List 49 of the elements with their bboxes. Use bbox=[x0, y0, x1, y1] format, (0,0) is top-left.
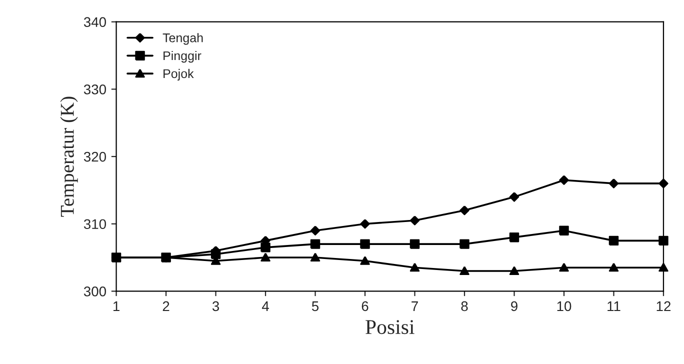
x-tick-label: 1 bbox=[113, 301, 120, 311]
point bbox=[608, 178, 619, 188]
x-tick-label: 8 bbox=[461, 301, 468, 312]
point bbox=[559, 262, 569, 272]
x-tick-label: 11 bbox=[608, 301, 620, 311]
point bbox=[509, 192, 520, 202]
point bbox=[310, 226, 320, 236]
x-tick-label: 6 bbox=[362, 301, 368, 312]
point bbox=[260, 242, 270, 252]
point bbox=[310, 239, 320, 249]
point bbox=[260, 252, 270, 262]
x-tick-label: 3 bbox=[212, 301, 220, 312]
y-tick-label: 300 bbox=[84, 286, 106, 296]
point bbox=[410, 216, 420, 226]
x-tick-label: 4 bbox=[262, 301, 269, 311]
point bbox=[360, 256, 370, 265]
x-axis-title: Posisi bbox=[366, 320, 414, 334]
point bbox=[460, 206, 470, 216]
point bbox=[410, 239, 420, 249]
y-tick-label: 340 bbox=[84, 17, 106, 28]
x-tick-label: 10 bbox=[557, 301, 572, 312]
point bbox=[360, 219, 370, 229]
point bbox=[460, 239, 470, 249]
legend-label: Pinggir bbox=[164, 50, 202, 63]
point bbox=[460, 266, 470, 276]
point bbox=[658, 236, 668, 246]
point bbox=[658, 178, 668, 188]
legend-label: Tengah bbox=[162, 33, 203, 45]
point bbox=[310, 252, 320, 262]
point bbox=[509, 266, 520, 276]
point bbox=[658, 262, 668, 272]
legend-label: Pojok bbox=[164, 68, 194, 81]
point bbox=[360, 239, 370, 249]
y-tick-label: 330 bbox=[84, 84, 106, 94]
x-tick-label: 5 bbox=[312, 301, 319, 312]
point bbox=[608, 236, 619, 246]
y-tick-label: 310 bbox=[84, 219, 106, 230]
point bbox=[509, 232, 520, 242]
point bbox=[210, 249, 221, 260]
point bbox=[559, 175, 569, 185]
point bbox=[559, 226, 569, 236]
x-tick-label: 2 bbox=[162, 301, 170, 311]
point bbox=[608, 262, 619, 272]
x-tick-label: 9 bbox=[511, 301, 518, 312]
x-tick-label: 7 bbox=[412, 301, 418, 311]
y-axis-title: Temperatur (K) bbox=[60, 96, 78, 217]
y-tick-label: 320 bbox=[84, 152, 106, 162]
x-tick-label: 12 bbox=[656, 301, 671, 311]
point bbox=[410, 262, 420, 272]
